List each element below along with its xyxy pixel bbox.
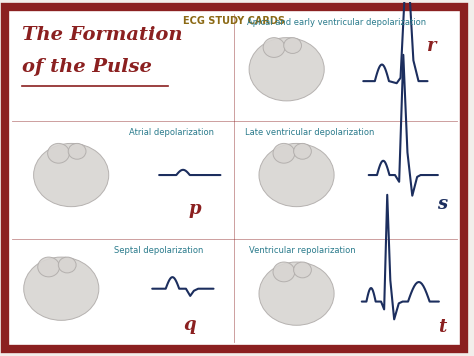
Ellipse shape [34,143,109,207]
Ellipse shape [293,143,311,159]
Text: ECG STUDY CARDS: ECG STUDY CARDS [183,16,285,26]
Text: q: q [183,316,196,334]
Text: Septal depolarization: Septal depolarization [114,246,203,255]
Text: t: t [438,318,446,336]
Text: of the Pulse: of the Pulse [22,58,152,77]
Ellipse shape [293,262,311,278]
Ellipse shape [284,38,301,53]
Text: p: p [189,200,201,218]
Ellipse shape [259,143,334,207]
Ellipse shape [38,257,60,277]
Text: Apical and early ventricular depolarization: Apical and early ventricular depolarizat… [247,18,426,27]
Text: Late ventricular depolarization: Late ventricular depolarization [245,127,374,137]
Text: s: s [437,195,447,213]
Ellipse shape [273,262,295,282]
Ellipse shape [68,143,86,159]
Text: The Formation: The Formation [22,26,182,44]
Text: Atrial depolarization: Atrial depolarization [128,127,213,137]
Ellipse shape [263,38,285,57]
Ellipse shape [48,143,69,163]
Ellipse shape [24,257,99,320]
Text: r: r [427,37,437,55]
Ellipse shape [259,262,334,325]
Ellipse shape [273,143,295,163]
Ellipse shape [249,38,324,101]
Ellipse shape [58,257,76,273]
Text: Ventricular repolarization: Ventricular repolarization [249,246,356,255]
